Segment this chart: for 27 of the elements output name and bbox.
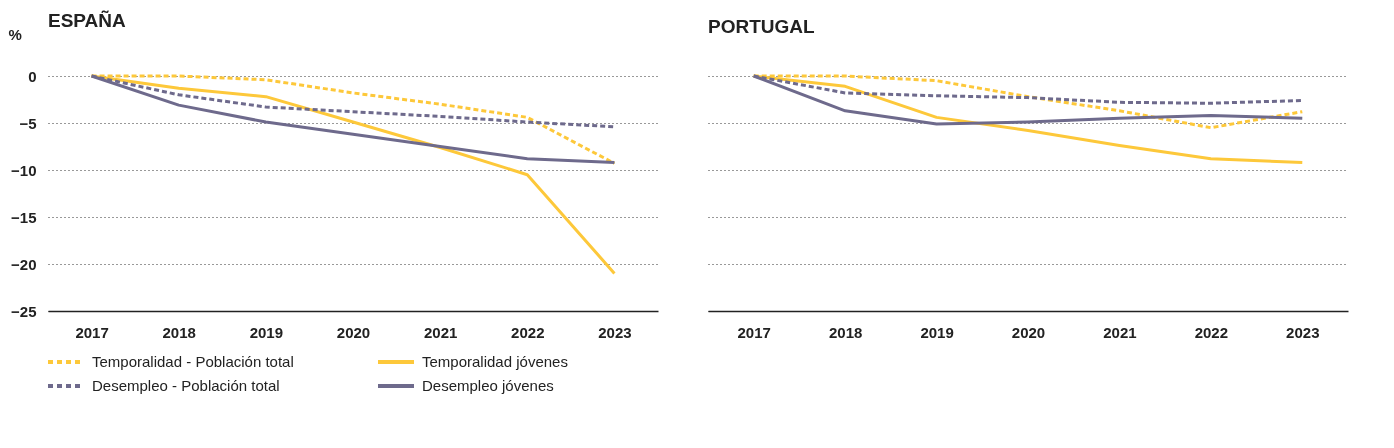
y-tick-label: −15: [11, 208, 37, 226]
legend-label: Desempleo jóvenes: [422, 377, 554, 394]
y-tick-label: −5: [19, 114, 37, 132]
x-tick-label: 2018: [828, 323, 863, 341]
x-tick-label: 2019: [249, 323, 284, 341]
x-tick-label: 2023: [1286, 323, 1320, 341]
chart-title: ESPAÑA: [48, 10, 127, 31]
y-tick-label: −25: [11, 302, 37, 320]
x-tick-label: 2021: [423, 323, 458, 341]
x-tick-label: 2022: [511, 323, 545, 341]
x-tick-label: 2020: [1011, 323, 1046, 341]
legend-label: Temporalidad jóvenes: [422, 353, 568, 370]
y-axis-title: %: [8, 25, 22, 43]
legend-label: Desempleo - Población total: [92, 377, 280, 394]
y-tick-label: −20: [11, 255, 37, 273]
x-tick-label: 2021: [1103, 323, 1137, 341]
x-tick-label: 2023: [598, 323, 632, 341]
x-tick-label: 2017: [75, 323, 109, 341]
legend-label: Temporalidad - Población total: [92, 353, 294, 370]
chart-title: PORTUGAL: [708, 15, 815, 37]
y-tick-label: −10: [11, 161, 37, 179]
x-tick-label: 2022: [1194, 323, 1229, 341]
x-tick-label: 2018: [162, 323, 196, 341]
x-tick-label: 2020: [336, 323, 371, 341]
x-tick-label: 2019: [920, 323, 954, 341]
x-tick-label: 2017: [737, 323, 771, 341]
y-tick-label: 0: [28, 67, 37, 85]
